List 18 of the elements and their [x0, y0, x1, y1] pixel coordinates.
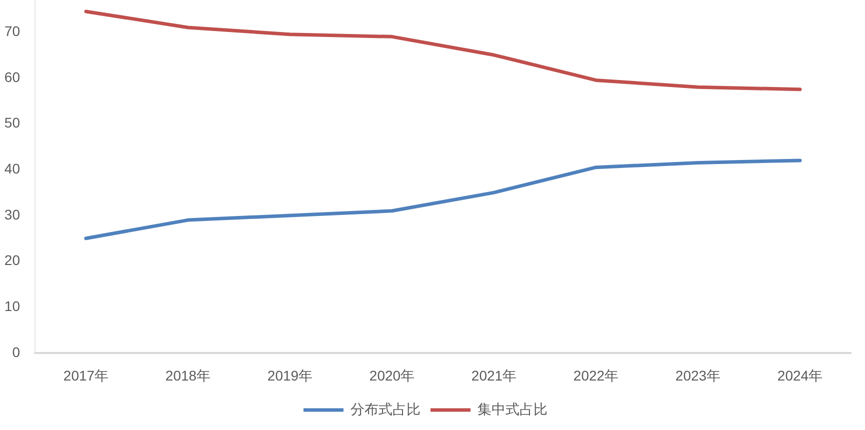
y-tick-label: 20	[4, 252, 20, 268]
x-tick-label: 2022年	[573, 367, 619, 384]
y-tick-label: 50	[4, 114, 20, 131]
y-tick-label: 40	[4, 160, 20, 176]
x-tick-label: 2018年	[165, 367, 211, 384]
x-tick-label: 2020年	[369, 367, 415, 384]
x-tick-label: 2024年	[777, 367, 823, 384]
y-tick-label: 0	[12, 344, 20, 360]
x-tick-label: 2023年	[675, 367, 721, 384]
y-tick-label: 30	[4, 206, 20, 222]
y-tick-label: 60	[4, 68, 20, 85]
y-tick-label: 10	[4, 298, 20, 314]
legend-label: 集中式占比	[478, 400, 548, 417]
x-tick-label: 2019年	[267, 367, 313, 384]
x-tick-label: 2017年	[63, 367, 109, 384]
y-tick-label: 70	[4, 22, 20, 39]
x-tick-label: 2021年	[471, 367, 517, 384]
legend-label: 分布式占比	[350, 400, 420, 417]
